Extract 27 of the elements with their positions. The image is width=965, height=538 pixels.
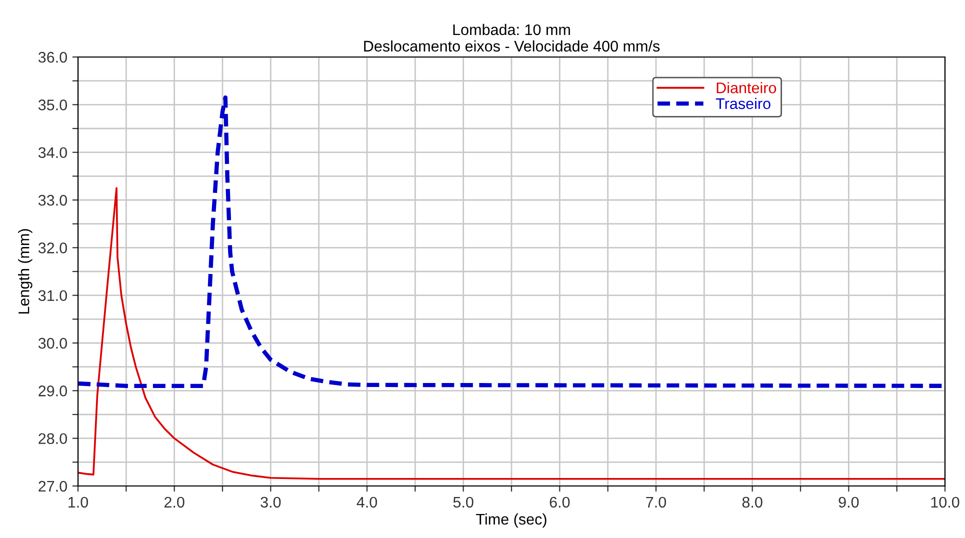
y-tick-label: 35.0 [38,100,67,110]
y-tick-label: 29.0 [38,386,67,396]
x-tick-label: 10.0 [931,496,960,508]
x-tick-label: 5.0 [453,496,474,508]
legend-label: Traseiro [716,98,770,110]
y-tick-label: 32.0 [38,242,67,254]
x-tick-label: 2.0 [164,496,184,508]
y-tick-label: 31.0 [38,290,67,302]
y-tick-label: 36.0 [38,52,67,63]
x-tick-label: 9.0 [838,496,859,508]
y-tick-label: 34.0 [38,147,67,158]
y-tick-label: 30.0 [38,338,67,349]
y-axis-title: Length (mm) [18,229,32,314]
line-series [78,187,945,480]
x-tick-label: 4.0 [356,496,378,508]
y-tick-label: 27.0 [38,480,67,492]
chart-title: Lombada: 10 mm [453,24,570,36]
x-tick-label: 1.0 [68,496,88,508]
x-tick-label: 7.0 [646,496,666,508]
y-tick-label: 28.0 [38,433,67,444]
chart-subtitle: Deslocamento eixos - Velocidade 400 mm/s [364,40,660,52]
legend-label: Dianteiro [716,82,776,94]
x-tick-label: 3.0 [260,496,281,508]
x-tick-label: 6.0 [550,496,570,508]
x-tick-label: 8.0 [742,496,762,508]
y-tick-label: 33.0 [38,194,67,206]
x-axis-title: Time (sec) [476,513,546,528]
